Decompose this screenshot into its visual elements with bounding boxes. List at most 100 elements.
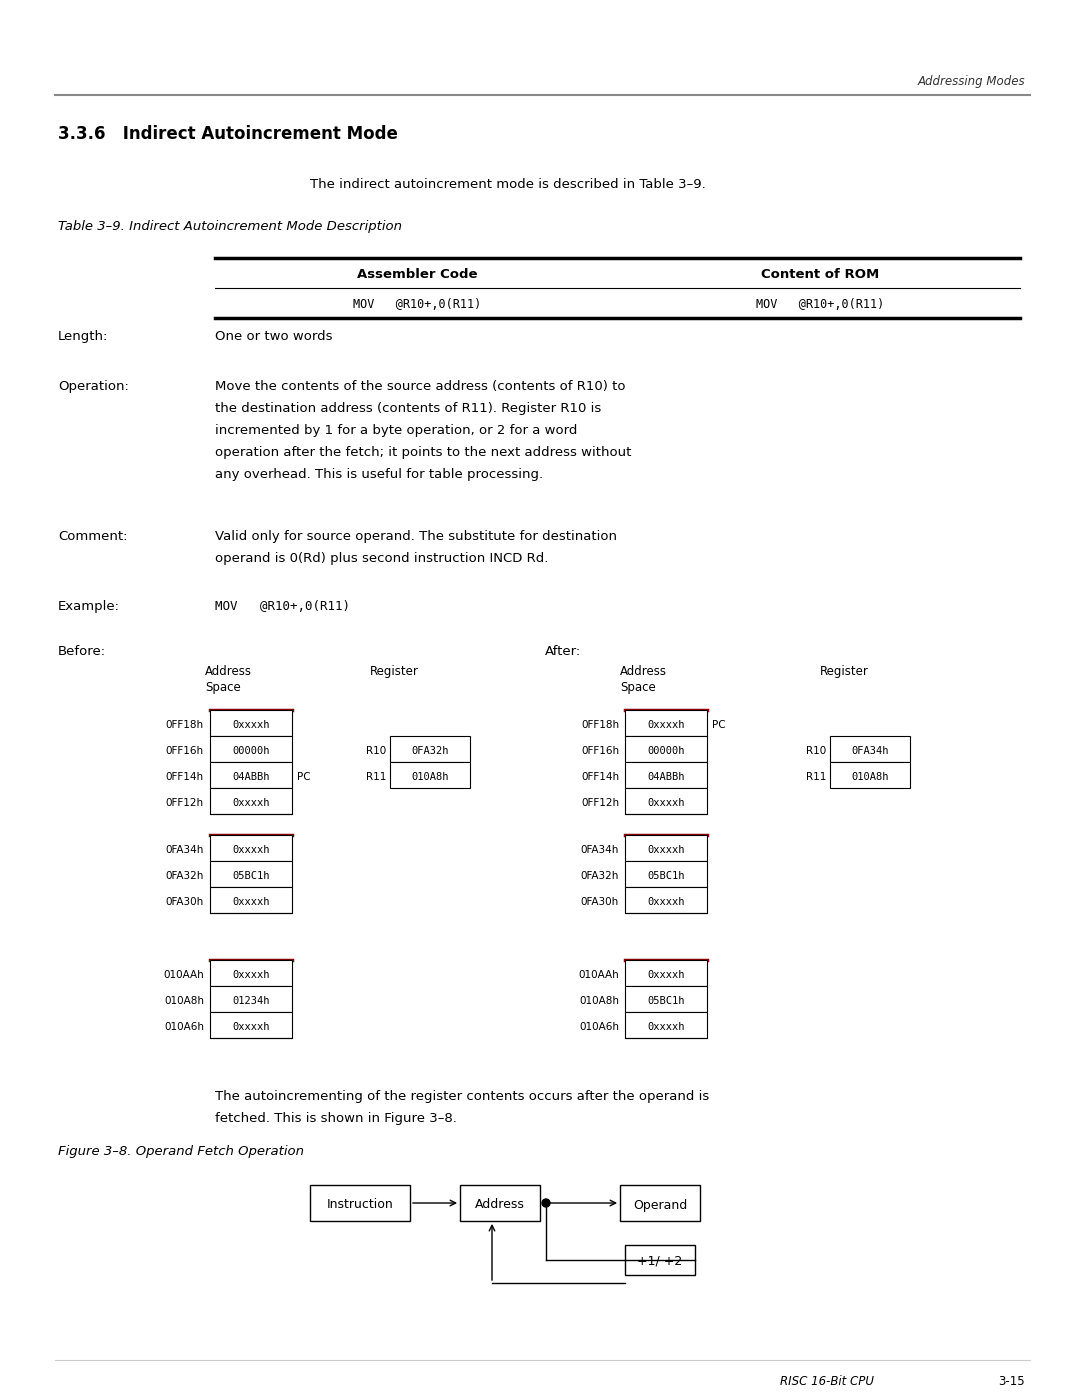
Text: 04ABBh: 04ABBh bbox=[232, 773, 270, 782]
Text: 00000h: 00000h bbox=[647, 746, 685, 756]
Bar bbox=[625, 710, 707, 736]
Text: Assembler Code: Assembler Code bbox=[356, 268, 477, 282]
Text: 04ABBh: 04ABBh bbox=[647, 773, 685, 782]
Text: 0FF18h: 0FF18h bbox=[581, 719, 619, 731]
Bar bbox=[390, 761, 470, 788]
Text: Length:: Length: bbox=[58, 330, 108, 344]
Text: Before:: Before: bbox=[58, 645, 106, 658]
Bar bbox=[625, 736, 707, 761]
Text: Space: Space bbox=[620, 680, 656, 694]
Text: 0xxxxh: 0xxxxh bbox=[647, 1023, 685, 1032]
Text: Valid only for source operand. The substitute for destination: Valid only for source operand. The subst… bbox=[215, 529, 617, 543]
Bar bbox=[210, 861, 292, 887]
Text: Table 3–9. Indirect Autoincrement Mode Description: Table 3–9. Indirect Autoincrement Mode D… bbox=[58, 219, 402, 233]
Text: Address: Address bbox=[620, 665, 667, 678]
Bar bbox=[625, 1245, 696, 1275]
Text: operation after the fetch; it points to the next address without: operation after the fetch; it points to … bbox=[215, 446, 632, 460]
Bar bbox=[390, 736, 470, 761]
Text: 010A6h: 010A6h bbox=[164, 1023, 204, 1032]
Text: PC: PC bbox=[297, 773, 311, 782]
Text: 3.3.6   Indirect Autoincrement Mode: 3.3.6 Indirect Autoincrement Mode bbox=[58, 124, 397, 142]
Text: Figure 3–8. Operand Fetch Operation: Figure 3–8. Operand Fetch Operation bbox=[58, 1146, 303, 1158]
Bar bbox=[625, 835, 707, 861]
Text: RISC 16-Bit CPU: RISC 16-Bit CPU bbox=[780, 1375, 874, 1389]
Text: 010A8h: 010A8h bbox=[851, 773, 889, 782]
Text: the destination address (contents of R11). Register R10 is: the destination address (contents of R11… bbox=[215, 402, 602, 415]
Text: 0xxxxh: 0xxxxh bbox=[232, 845, 270, 855]
Text: Register: Register bbox=[820, 665, 869, 678]
Text: 0FA32h: 0FA32h bbox=[165, 870, 204, 882]
Bar bbox=[210, 887, 292, 914]
Bar bbox=[210, 736, 292, 761]
Bar bbox=[620, 1185, 700, 1221]
Text: 010A8h: 010A8h bbox=[411, 773, 449, 782]
Bar bbox=[831, 736, 910, 761]
Text: Comment:: Comment: bbox=[58, 529, 127, 543]
Text: 010AAh: 010AAh bbox=[578, 970, 619, 981]
Text: 00000h: 00000h bbox=[232, 746, 270, 756]
Text: 0xxxxh: 0xxxxh bbox=[232, 798, 270, 807]
Bar bbox=[625, 887, 707, 914]
Text: +1/ +2: +1/ +2 bbox=[637, 1255, 683, 1267]
Text: incremented by 1 for a byte operation, or 2 for a word: incremented by 1 for a byte operation, o… bbox=[215, 425, 578, 437]
Bar bbox=[210, 986, 292, 1011]
Text: 0FF14h: 0FF14h bbox=[581, 773, 619, 782]
Bar bbox=[210, 960, 292, 986]
Text: 010A6h: 010A6h bbox=[579, 1023, 619, 1032]
Text: 05BC1h: 05BC1h bbox=[647, 870, 685, 882]
Text: R10: R10 bbox=[366, 746, 386, 756]
Bar bbox=[625, 960, 707, 986]
Bar bbox=[625, 986, 707, 1011]
Text: Content of ROM: Content of ROM bbox=[761, 268, 879, 282]
Bar bbox=[625, 761, 707, 788]
Text: 0FF16h: 0FF16h bbox=[166, 746, 204, 756]
Bar bbox=[310, 1185, 410, 1221]
Text: any overhead. This is useful for table processing.: any overhead. This is useful for table p… bbox=[215, 468, 543, 481]
Text: PC: PC bbox=[712, 719, 726, 731]
Text: 0FA30h: 0FA30h bbox=[165, 897, 204, 907]
Text: One or two words: One or two words bbox=[215, 330, 333, 344]
Text: 0xxxxh: 0xxxxh bbox=[647, 719, 685, 731]
Text: 0xxxxh: 0xxxxh bbox=[232, 970, 270, 981]
Text: 0FF14h: 0FF14h bbox=[166, 773, 204, 782]
Text: 05BC1h: 05BC1h bbox=[647, 996, 685, 1006]
Text: 0FA32h: 0FA32h bbox=[411, 746, 449, 756]
Text: 0xxxxh: 0xxxxh bbox=[647, 970, 685, 981]
Bar bbox=[210, 710, 292, 736]
Bar bbox=[210, 1011, 292, 1038]
Text: Addressing Modes: Addressing Modes bbox=[917, 75, 1025, 88]
Text: 0FA30h: 0FA30h bbox=[581, 897, 619, 907]
Text: 0FA32h: 0FA32h bbox=[581, 870, 619, 882]
Text: The autoincrementing of the register contents occurs after the operand is: The autoincrementing of the register con… bbox=[215, 1090, 710, 1104]
Text: After:: After: bbox=[545, 645, 581, 658]
Text: Example:: Example: bbox=[58, 599, 120, 613]
Text: 010A8h: 010A8h bbox=[164, 996, 204, 1006]
Text: 0FF12h: 0FF12h bbox=[581, 798, 619, 807]
Text: 0xxxxh: 0xxxxh bbox=[647, 845, 685, 855]
Bar bbox=[831, 761, 910, 788]
Text: The indirect autoincrement mode is described in Table 3–9.: The indirect autoincrement mode is descr… bbox=[310, 177, 705, 191]
Text: 010A8h: 010A8h bbox=[579, 996, 619, 1006]
Text: 3-15: 3-15 bbox=[998, 1375, 1025, 1389]
Text: 0xxxxh: 0xxxxh bbox=[232, 1023, 270, 1032]
Text: R11: R11 bbox=[366, 773, 386, 782]
Text: Move the contents of the source address (contents of R10) to: Move the contents of the source address … bbox=[215, 380, 625, 393]
Text: 0FF16h: 0FF16h bbox=[581, 746, 619, 756]
Text: 010AAh: 010AAh bbox=[163, 970, 204, 981]
Text: R10: R10 bbox=[806, 746, 826, 756]
Text: operand is 0(Rd) plus second instruction INCD Rd.: operand is 0(Rd) plus second instruction… bbox=[215, 552, 549, 564]
Text: Register: Register bbox=[370, 665, 419, 678]
Text: 01234h: 01234h bbox=[232, 996, 270, 1006]
Circle shape bbox=[542, 1199, 550, 1207]
Text: MOV   @R10+,0(R11): MOV @R10+,0(R11) bbox=[215, 599, 350, 613]
Text: 0FF18h: 0FF18h bbox=[166, 719, 204, 731]
Text: 0xxxxh: 0xxxxh bbox=[232, 897, 270, 907]
Bar bbox=[625, 1011, 707, 1038]
Text: 05BC1h: 05BC1h bbox=[232, 870, 270, 882]
Text: MOV   @R10+,0(R11): MOV @R10+,0(R11) bbox=[756, 299, 885, 312]
Bar bbox=[625, 788, 707, 814]
Bar bbox=[625, 861, 707, 887]
Text: 0xxxxh: 0xxxxh bbox=[647, 897, 685, 907]
Text: 0xxxxh: 0xxxxh bbox=[232, 719, 270, 731]
Text: MOV   @R10+,0(R11): MOV @R10+,0(R11) bbox=[353, 299, 481, 312]
